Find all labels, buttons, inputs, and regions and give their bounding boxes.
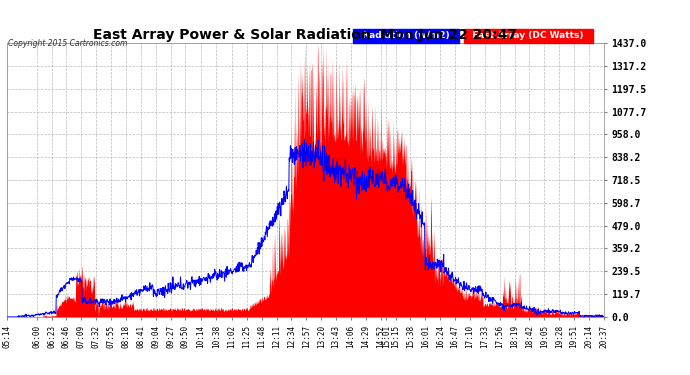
Text: Copyright 2015 Cartronics.com: Copyright 2015 Cartronics.com (8, 39, 128, 48)
Text: Radiation (w/m2): Radiation (w/m2) (356, 32, 456, 40)
Text: East Array (DC Watts): East Array (DC Watts) (466, 32, 590, 40)
Title: East Array Power & Solar Radiation  Mon Jun 22 20:47: East Array Power & Solar Radiation Mon J… (93, 28, 518, 42)
